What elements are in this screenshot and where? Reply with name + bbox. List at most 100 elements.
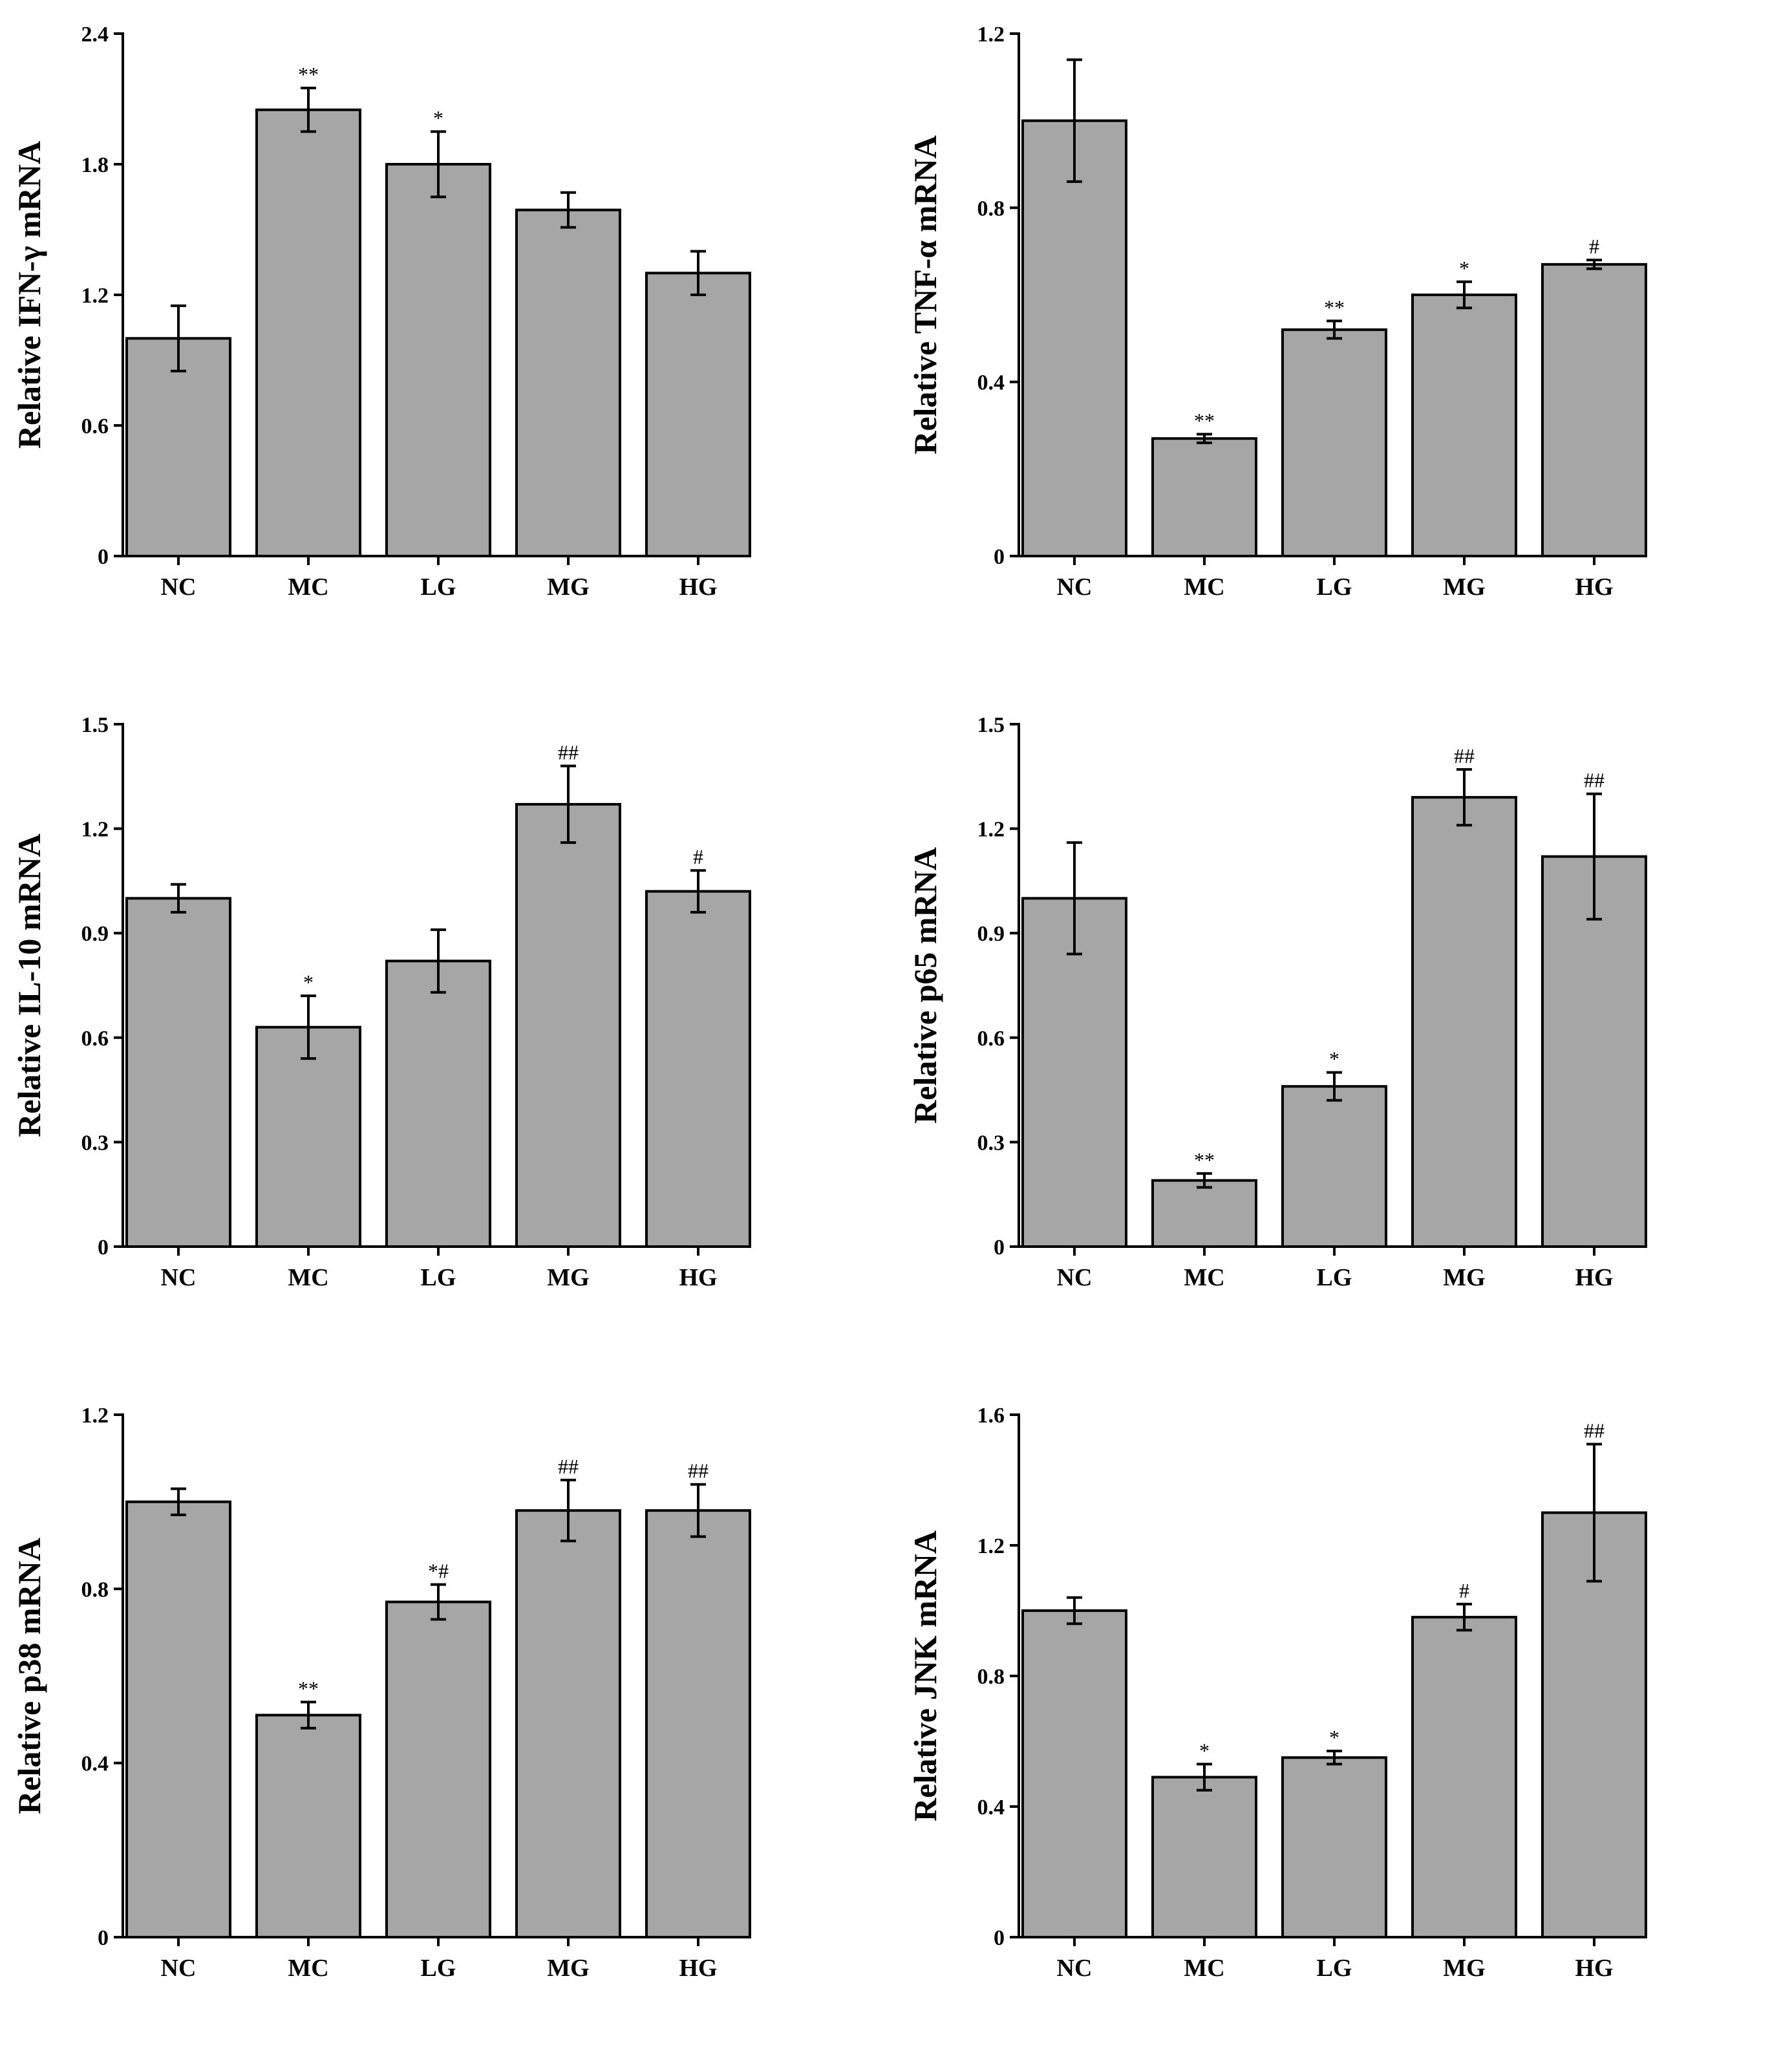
x-tick-label: HG: [1575, 574, 1613, 601]
bar: [1411, 1616, 1517, 1938]
x-tick-label: LG: [421, 1264, 456, 1291]
y-tick-label: 0.6: [81, 1027, 109, 1051]
x-tick-label: MC: [1184, 1264, 1224, 1291]
y-tick-label: 0.3: [81, 1131, 109, 1155]
y-tick-label: 1.2: [977, 23, 1005, 47]
y-tick-label: 0: [98, 1236, 109, 1260]
y-tick-label: 0.8: [81, 1578, 109, 1602]
x-tick-label: LG: [1317, 1955, 1352, 1982]
bar: [1281, 328, 1387, 557]
y-tick-label: 0: [994, 545, 1005, 569]
y-axis-title: Relative TNF-α mRNA: [907, 135, 943, 455]
bar: [1541, 855, 1647, 1248]
y-tick-label: 0.9: [977, 922, 1005, 946]
y-tick-label: 2.4: [81, 23, 109, 47]
x-tick-label: MG: [547, 1264, 589, 1291]
x-tick-label: NC: [1057, 1264, 1093, 1291]
y-tick-label: 0.8: [977, 1665, 1005, 1689]
x-tick-label: MG: [547, 1955, 589, 1982]
chart-p38: 0 0.4 0.8 1.2 Relative p38 mRNA NC ** MC *# LG ## M…: [11, 1404, 751, 1982]
y-axis-title: Relative p65 mRNA: [907, 847, 943, 1124]
x-tick-label: NC: [1057, 574, 1093, 601]
significance-marker: ##: [1584, 1419, 1605, 1442]
bar: [1541, 263, 1647, 557]
bar: [1151, 1776, 1257, 1938]
significance-marker: *: [303, 971, 314, 994]
y-tick-label: 0.3: [977, 1131, 1005, 1155]
x-tick-label: MG: [1443, 574, 1485, 601]
x-tick-label: MC: [288, 574, 328, 601]
significance-marker: **: [298, 63, 319, 86]
y-tick-label: 1.6: [977, 1404, 1005, 1428]
significance-marker: **: [1194, 1148, 1215, 1172]
y-axis-title: Relative IL-10 mRNA: [11, 833, 47, 1137]
bar: [255, 108, 361, 558]
bar: [255, 1025, 361, 1248]
bar: [515, 208, 621, 557]
bar: [1021, 897, 1127, 1249]
x-tick-label: HG: [1575, 1955, 1613, 1982]
bar: [1021, 119, 1127, 557]
x-tick-label: HG: [679, 1955, 717, 1982]
x-tick-label: HG: [679, 1264, 717, 1291]
x-tick-label: MG: [1443, 1264, 1485, 1291]
x-tick-label: LG: [1317, 1264, 1352, 1291]
bar: [515, 1509, 621, 1938]
significance-marker: **: [298, 1677, 319, 1700]
y-tick-label: 1.2: [81, 284, 109, 308]
x-tick-label: MC: [288, 1264, 328, 1291]
significance-marker: ##: [1454, 744, 1475, 767]
x-tick-label: MG: [1443, 1955, 1485, 1982]
significance-marker: *: [1329, 1047, 1339, 1071]
y-tick-label: 0: [98, 1926, 109, 1950]
x-tick-label: MG: [547, 574, 589, 601]
significance-marker: *#: [428, 1560, 449, 1583]
x-tick-label: NC: [161, 1955, 197, 1982]
bar: [645, 890, 751, 1248]
y-tick-label: 0.6: [977, 1027, 1005, 1051]
significance-marker: **: [1324, 295, 1345, 319]
bar: [1541, 1511, 1647, 1938]
x-tick-label: LG: [1317, 574, 1352, 601]
chart-jnk: 0 0.4 0.8 1.2 1.6 Relative JNK mRNA NC * MC * LG # M…: [907, 1404, 1647, 1982]
y-tick-label: 1.5: [81, 713, 109, 737]
significance-marker: *: [1459, 257, 1469, 280]
significance-marker: *: [433, 107, 443, 130]
bar: [385, 960, 491, 1248]
y-tick-label: 1.2: [977, 818, 1005, 842]
y-tick-label: 0.4: [977, 1796, 1005, 1819]
bar: [645, 1509, 751, 1938]
significance-marker: ##: [688, 1459, 709, 1483]
significance-marker: #: [1589, 235, 1599, 258]
y-tick-label: 1.2: [81, 1404, 109, 1428]
bar: [385, 163, 491, 557]
significance-marker: *: [1329, 1726, 1339, 1749]
bar: [385, 1600, 491, 1938]
bar: [1281, 1085, 1387, 1248]
significance-marker: #: [1459, 1579, 1469, 1602]
x-tick-label: NC: [161, 574, 197, 601]
chart-il-10: 0 0.3 0.6 0.9 1.2 1.5 Relative IL-10 mRNA NC * MC…: [11, 713, 751, 1291]
bar: [515, 802, 621, 1249]
significance-marker: ##: [1584, 769, 1605, 792]
y-axis-title: Relative p38 mRNA: [11, 1538, 47, 1814]
bar: [255, 1713, 361, 1938]
x-tick-label: MC: [1184, 1955, 1224, 1982]
bar: [1151, 1179, 1257, 1248]
x-tick-label: MC: [288, 1955, 328, 1982]
y-tick-label: 0.8: [977, 197, 1005, 220]
y-tick-label: 0: [994, 1236, 1005, 1260]
y-axis-title: Relative IFN-γ mRNA: [11, 141, 47, 449]
chart-p65: 0 0.3 0.6 0.9 1.2 1.5 Relative p65 mRNA NC ** MC *…: [907, 713, 1647, 1291]
y-tick-label: 1.8: [81, 153, 109, 177]
bar: [125, 897, 231, 1249]
y-tick-label: 0.4: [81, 1752, 109, 1776]
significance-marker: #: [693, 845, 703, 868]
bar: [1151, 437, 1257, 558]
bar: [1281, 1756, 1387, 1938]
x-tick-label: MC: [1184, 574, 1224, 601]
y-tick-label: 0: [994, 1926, 1005, 1950]
bar: [645, 272, 751, 557]
y-tick-label: 1.2: [81, 818, 109, 842]
y-tick-label: 0.6: [81, 414, 109, 438]
